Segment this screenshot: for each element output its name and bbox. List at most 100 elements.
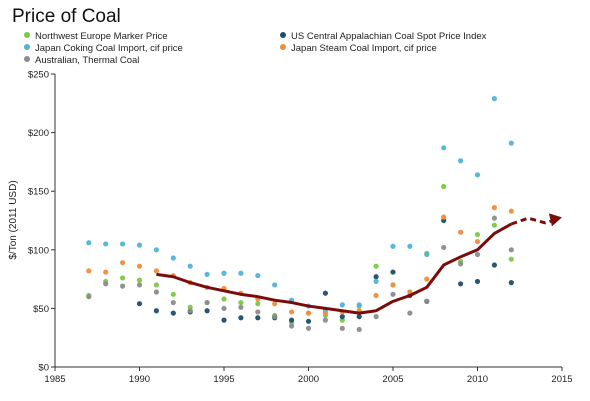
data-point xyxy=(441,145,447,151)
data-point xyxy=(305,318,312,324)
data-point xyxy=(373,274,379,280)
data-point xyxy=(373,292,379,299)
trend-line xyxy=(156,213,562,315)
y-tick-label: $50 xyxy=(33,304,49,315)
data-point xyxy=(390,291,396,297)
data-point xyxy=(289,317,295,323)
data-point xyxy=(424,276,430,282)
data-point xyxy=(322,310,328,316)
data-point xyxy=(221,305,227,311)
data-point xyxy=(491,262,497,268)
data-point xyxy=(424,251,430,258)
y-tick-label: $150 xyxy=(28,187,49,198)
data-point xyxy=(356,326,362,333)
data-point xyxy=(255,272,261,279)
chart-title: Price of Coal xyxy=(12,6,121,27)
data-point xyxy=(390,282,396,288)
data-point xyxy=(136,263,143,269)
data-point xyxy=(390,269,396,275)
data-point xyxy=(339,314,345,320)
data-point xyxy=(373,263,379,269)
series-4 xyxy=(86,215,514,333)
data-point xyxy=(136,301,143,307)
data-point xyxy=(458,229,464,235)
data-point xyxy=(441,244,447,251)
data-point xyxy=(238,304,244,310)
data-point xyxy=(170,255,176,261)
data-point xyxy=(373,314,379,320)
legend-item-japan-coking: Japan Coking Coal Import, cif price xyxy=(24,43,183,55)
data-point xyxy=(204,308,210,314)
data-point xyxy=(407,243,413,249)
data-point xyxy=(136,282,143,288)
legend-swatch xyxy=(24,32,30,39)
data-point xyxy=(272,314,278,320)
data-point xyxy=(508,140,514,146)
data-point xyxy=(289,309,295,315)
y-tick-label: $200 xyxy=(28,128,49,139)
axes: $0 $50 $100 $150 $200 $250 1985 1990 1995 2000 200… xyxy=(28,70,573,386)
data-point xyxy=(322,290,328,296)
data-point xyxy=(238,315,244,321)
data-point xyxy=(458,281,464,287)
data-point xyxy=(491,215,497,221)
y-tick-label: $0 xyxy=(38,363,49,374)
data-point xyxy=(238,299,244,306)
data-point xyxy=(103,269,109,275)
x-tick-label: 2005 xyxy=(382,374,403,385)
data-point xyxy=(153,289,159,295)
data-point xyxy=(474,172,481,178)
x-tick-label: 1995 xyxy=(213,374,234,385)
data-point xyxy=(356,314,362,320)
data-point xyxy=(508,208,514,214)
data-point xyxy=(255,315,261,321)
data-point xyxy=(356,302,362,308)
legend-label: US Central Appalachian Coal Spot Price I… xyxy=(291,31,487,42)
data-point xyxy=(86,240,92,246)
data-point xyxy=(86,268,92,274)
data-point xyxy=(170,291,176,297)
y-tick-label: $250 xyxy=(28,70,49,81)
data-point xyxy=(153,268,159,274)
data-point xyxy=(221,270,227,276)
data-point xyxy=(120,241,126,247)
data-point xyxy=(508,256,514,262)
data-point xyxy=(136,242,143,248)
legend-item-northwest-europe: Northwest Europe Marker Price xyxy=(24,31,168,43)
data-point xyxy=(289,323,295,329)
data-point xyxy=(272,282,278,288)
data-point xyxy=(187,263,193,269)
data-point xyxy=(373,278,379,285)
data-point xyxy=(491,96,497,102)
data-point xyxy=(390,243,396,249)
legend-swatch xyxy=(24,44,30,51)
series-3 xyxy=(86,205,514,316)
x-tick-label: 2010 xyxy=(467,374,488,385)
data-point xyxy=(221,317,227,323)
data-point xyxy=(441,183,447,190)
trend-line-solid xyxy=(156,222,513,315)
data-point xyxy=(474,238,481,245)
data-point xyxy=(187,308,193,314)
x-tick-label: 2000 xyxy=(298,374,319,385)
data-point xyxy=(474,231,481,238)
trend-arrow-head xyxy=(548,213,562,227)
data-point xyxy=(508,280,514,286)
data-point xyxy=(136,277,143,283)
data-point xyxy=(153,282,159,288)
data-point xyxy=(491,205,497,211)
x-tick-label: 2015 xyxy=(551,374,572,385)
data-point xyxy=(305,325,312,331)
data-point xyxy=(458,158,464,164)
x-tick-label: 1990 xyxy=(129,374,150,385)
data-point xyxy=(339,302,345,308)
data-marks xyxy=(86,96,514,333)
data-point xyxy=(407,310,413,316)
data-point xyxy=(103,241,109,247)
data-point xyxy=(339,325,345,331)
data-point xyxy=(221,296,227,302)
data-point xyxy=(322,317,328,323)
data-point xyxy=(204,299,210,306)
legend-label: Japan Steam Coal Import, cif price xyxy=(291,43,437,54)
legend-item-japan-steam: Japan Steam Coal Import, cif price xyxy=(280,43,437,55)
